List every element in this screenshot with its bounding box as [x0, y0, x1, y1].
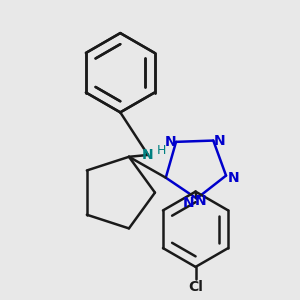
- Text: H: H: [157, 145, 167, 158]
- Text: N: N: [195, 194, 206, 208]
- Text: N: N: [213, 134, 225, 148]
- Text: N: N: [164, 135, 176, 149]
- Text: N: N: [142, 148, 154, 162]
- Text: Cl: Cl: [188, 280, 203, 294]
- Text: N: N: [228, 171, 240, 184]
- Text: N: N: [183, 196, 195, 211]
